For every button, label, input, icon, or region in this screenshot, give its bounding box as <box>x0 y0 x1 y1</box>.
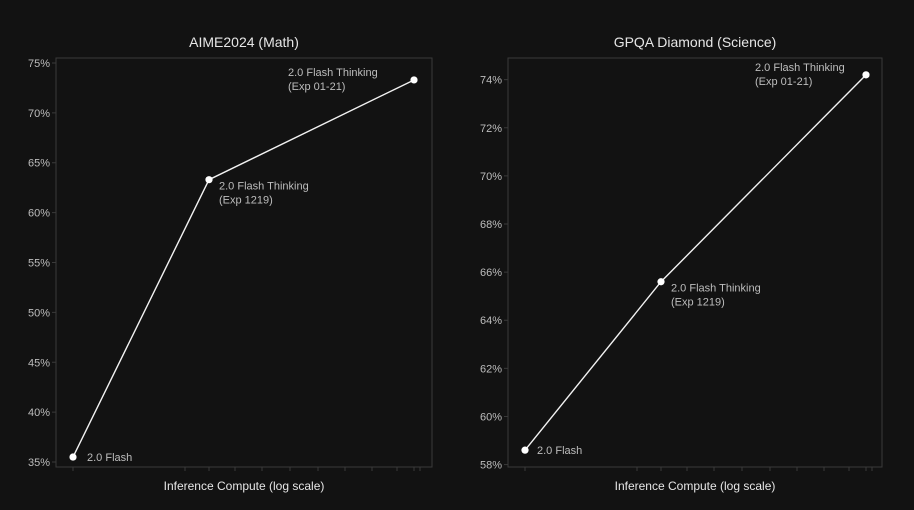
y-tick-label: 64% <box>480 315 502 327</box>
point-label: (Exp 1219) <box>219 195 273 207</box>
y-tick-label: 35% <box>28 457 50 469</box>
y-tick-label: 60% <box>480 411 502 423</box>
point-label: (Exp 01-21) <box>755 76 812 88</box>
point-label: (Exp 1219) <box>671 297 725 309</box>
x-axis-label: Inference Compute (log scale) <box>164 479 325 493</box>
chart-2: GPQA Diamond (Science) Inference Compute … <box>480 34 883 493</box>
y-tick-label: 58% <box>480 460 502 472</box>
chart-title: GPQA Diamond (Science) <box>614 34 777 50</box>
series-line <box>72 79 415 458</box>
y-tick-label: 74% <box>480 75 502 87</box>
point-label: 2.0 Flash Thinking <box>755 62 845 74</box>
point-label: 2.0 Flash <box>537 445 582 457</box>
point-label: 2.0 Flash Thinking <box>288 67 378 79</box>
y-tick-label: 70% <box>28 108 50 120</box>
data-point <box>410 76 418 84</box>
y-tick-label: 60% <box>28 208 50 220</box>
x-axis-label: Inference Compute (log scale) <box>615 479 776 493</box>
y-tick-label: 75% <box>28 58 50 70</box>
data-point <box>657 278 665 286</box>
y-tick-label: 40% <box>28 407 50 419</box>
y-tick-label: 55% <box>28 258 50 270</box>
y-tick-label: 68% <box>480 219 502 231</box>
y-tick-label: 45% <box>28 357 50 369</box>
plot-frame <box>507 57 883 468</box>
series-line <box>524 74 867 451</box>
point-label: 2.0 Flash Thinking <box>671 283 761 295</box>
y-tick-label: 70% <box>480 171 502 183</box>
data-point <box>862 71 870 79</box>
point-label: 2.0 Flash <box>87 452 132 464</box>
data-point <box>521 446 529 454</box>
point-label: 2.0 Flash Thinking <box>219 181 309 193</box>
y-tick-label: 62% <box>480 363 502 375</box>
y-tick-label: 72% <box>480 123 502 135</box>
point-label: (Exp 01-21) <box>288 81 345 93</box>
y-tick-label: 65% <box>28 158 50 170</box>
y-tick-label: 66% <box>480 267 502 279</box>
data-point <box>205 176 213 184</box>
chart-1: AIME2024 (Math) Inference Compute (log sc… <box>28 34 433 493</box>
chart-title: AIME2024 (Math) <box>189 34 299 50</box>
y-tick-label: 50% <box>28 307 50 319</box>
data-point <box>69 453 77 461</box>
plot-frame <box>55 57 433 468</box>
